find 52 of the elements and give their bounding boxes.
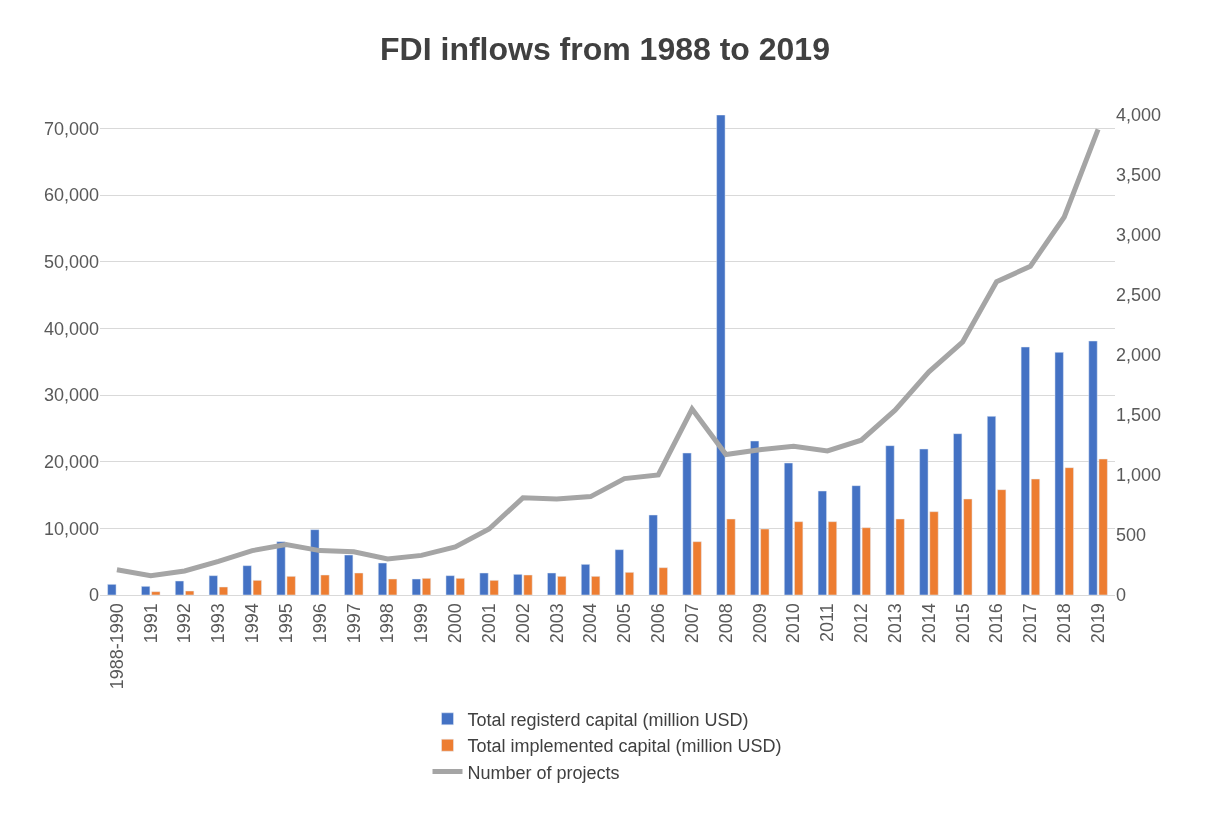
y2-tick-label: 0 bbox=[1116, 585, 1127, 606]
chart-title: FDI inflows from 1988 to 2019 bbox=[380, 30, 830, 67]
x-tick-label: 1997 bbox=[343, 603, 364, 644]
y-tick-label: 10,000 bbox=[43, 518, 99, 539]
legend-label: Number of projects bbox=[467, 762, 620, 783]
x-tick-label: 2005 bbox=[614, 603, 635, 644]
y-tick-label: 30,000 bbox=[43, 385, 99, 406]
x-tick-label: 2008 bbox=[715, 603, 736, 644]
legend-label: Total registerd capital (million USD) bbox=[467, 709, 749, 730]
y2-tick-label: 2,500 bbox=[1116, 285, 1162, 306]
x-tick-label: 2015 bbox=[952, 603, 973, 644]
x-tick-label: 1999 bbox=[411, 603, 432, 644]
x-tick-label: 2000 bbox=[445, 603, 466, 644]
x-tick-label: 2007 bbox=[681, 603, 702, 644]
x-tick-label: 1988-1990 bbox=[106, 603, 127, 690]
x-tick-label: 2017 bbox=[1020, 603, 1041, 644]
x-tick-label: 2009 bbox=[749, 603, 770, 644]
y2-tick-label: 1,500 bbox=[1116, 405, 1162, 426]
x-tick-label: 1995 bbox=[275, 603, 296, 644]
x-tick-label: 1996 bbox=[309, 603, 330, 644]
x-tick-label: 2002 bbox=[512, 603, 533, 644]
y2-tick-label: 3,000 bbox=[1116, 225, 1162, 246]
x-tick-label: 1992 bbox=[174, 603, 195, 644]
x-tick-label: 2012 bbox=[851, 603, 872, 644]
legend-label: Total implemented capital (million USD) bbox=[467, 736, 782, 757]
x-tick-label: 1991 bbox=[140, 603, 161, 644]
x-tick-label: 2010 bbox=[783, 603, 804, 644]
x-tick-label: 2019 bbox=[1087, 603, 1108, 644]
x-tick-label: 1998 bbox=[377, 603, 398, 644]
bar bbox=[107, 584, 117, 595]
x-tick-label: 1994 bbox=[242, 603, 263, 644]
y2-tick-label: 1,000 bbox=[1116, 465, 1162, 486]
x-tick-label: 2006 bbox=[648, 603, 669, 644]
y2-tick-label: 500 bbox=[1116, 525, 1147, 546]
y2-tick-label: 4,000 bbox=[1116, 105, 1162, 126]
x-tick-label: 2004 bbox=[580, 603, 601, 644]
y-tick-label: 50,000 bbox=[43, 251, 99, 272]
x-tick-label: 2018 bbox=[1054, 603, 1075, 644]
x-tick-label: 2013 bbox=[884, 603, 905, 644]
y2-tick-label: 2,000 bbox=[1116, 345, 1162, 366]
x-tick-label: 2003 bbox=[546, 603, 567, 644]
y-tick-label: 70,000 bbox=[43, 118, 99, 139]
x-tick-label: 2014 bbox=[918, 603, 939, 644]
x-tick-label: 2016 bbox=[986, 603, 1007, 644]
y-tick-label: 60,000 bbox=[43, 185, 99, 206]
x-tick-label: 2001 bbox=[478, 603, 499, 644]
y-tick-label: 40,000 bbox=[43, 318, 99, 339]
x-tick-label: 1993 bbox=[208, 603, 229, 644]
x-tick-label: 2011 bbox=[817, 603, 838, 642]
y-tick-label: 0 bbox=[88, 585, 99, 606]
y2-tick-label: 3,500 bbox=[1116, 165, 1162, 186]
y-tick-label: 20,000 bbox=[43, 451, 99, 472]
